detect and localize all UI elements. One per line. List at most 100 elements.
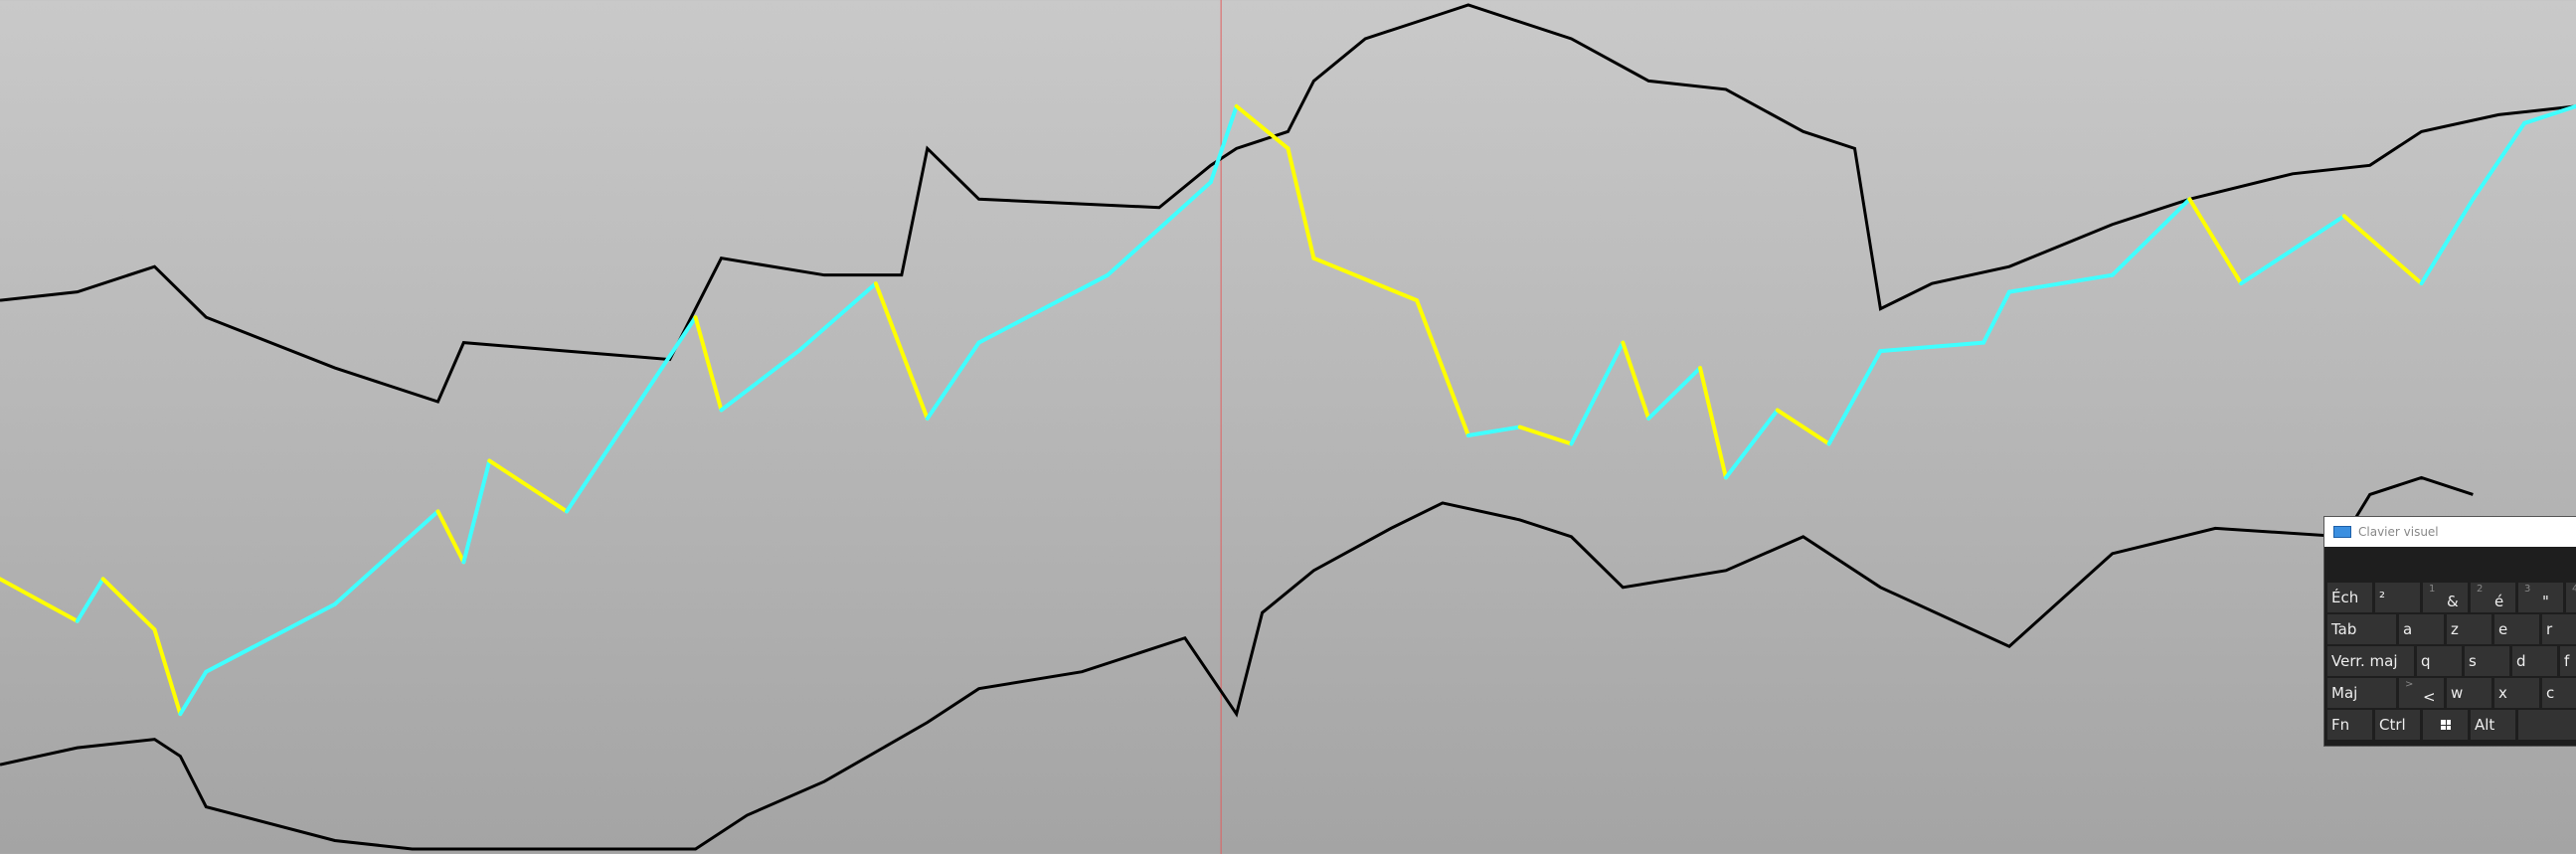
key-Éch[interactable]: Éch	[2327, 583, 2372, 612]
key-label: "	[2542, 593, 2549, 610]
series-segment-1	[204, 601, 337, 674]
key-a[interactable]: a	[2399, 614, 2444, 644]
series-segment-1	[719, 349, 801, 413]
series-segment-1	[2006, 272, 2115, 294]
series-segment-1	[178, 669, 209, 717]
key-label: Éch	[2331, 589, 2359, 606]
series-segment-1	[925, 340, 981, 422]
series-segment-1	[2239, 214, 2346, 286]
series-segment-1	[1286, 146, 1316, 260]
series-segment-1	[1208, 103, 1239, 185]
key-label: a	[2403, 620, 2413, 638]
key-label: x	[2498, 684, 2507, 702]
key-&[interactable]: 1 &	[2423, 583, 2468, 612]
series-segment-1	[1698, 366, 1728, 480]
key-q[interactable]: q	[2417, 646, 2462, 676]
key-s[interactable]: s	[2465, 646, 2509, 676]
series-segment-1	[2419, 197, 2476, 286]
key-label: q	[2421, 652, 2431, 670]
series-segment-1	[2110, 197, 2192, 277]
key-z[interactable]: z	[2447, 614, 2491, 644]
series-segment-1	[1775, 408, 1831, 446]
series-segment-1	[976, 272, 1111, 345]
series-segment-1	[0, 577, 80, 623]
key-secondary-label: 1	[2429, 584, 2436, 595]
series-segment-1	[1517, 425, 1574, 446]
key-label: Ctrl	[2379, 716, 2406, 734]
on-screen-keyboard-window[interactable]: Clavier visuel Éch ² 1 & 2 é 3 " 4 Tab a z e r Verr. m…	[2323, 516, 2576, 747]
series-segment-1	[873, 281, 930, 422]
key-windows-icon[interactable]	[2423, 710, 2468, 740]
keyboard-titlebar[interactable]: Clavier visuel	[2324, 517, 2576, 547]
key-Alt[interactable]: Alt	[2471, 710, 2515, 740]
series-line-2	[0, 475, 2474, 851]
key-label: s	[2469, 652, 2477, 670]
series-segment-1	[565, 315, 698, 514]
series-segment-1	[2471, 120, 2527, 202]
key-label: Fn	[2331, 716, 2350, 734]
key-label: ²	[2379, 589, 2386, 606]
key-label: e	[2498, 620, 2508, 638]
key-r[interactable]: r	[2542, 614, 2576, 644]
key-w[interactable]: w	[2447, 678, 2491, 708]
key-secondary-label: 3	[2524, 584, 2531, 595]
key-label: Maj	[2331, 684, 2358, 702]
series-segment-1	[1234, 103, 1290, 151]
series-segment-1	[796, 281, 878, 354]
series-segment-1	[100, 577, 157, 632]
series-segment-1	[487, 458, 570, 514]
key-e[interactable]: e	[2494, 614, 2539, 644]
key-Verr. maj[interactable]: Verr. maj	[2327, 646, 2414, 676]
key-label: Tab	[2331, 620, 2357, 638]
series-segment-1	[1621, 340, 1651, 422]
key-label: d	[2516, 652, 2526, 670]
series-segment-1	[152, 627, 183, 717]
key-label: <	[2423, 688, 2436, 706]
key-Ctrl[interactable]: Ctrl	[2375, 710, 2420, 740]
key-label: c	[2546, 684, 2555, 702]
series-segment-1	[693, 315, 724, 413]
series-segment-1	[1465, 425, 1522, 437]
key-c[interactable]: c	[2542, 678, 2576, 708]
key-label: &	[2447, 593, 2459, 610]
series-segment-1	[332, 509, 440, 606]
key-label: Alt	[2475, 716, 2495, 734]
key-"[interactable]: 3 "	[2518, 583, 2563, 612]
series-segment-1	[2522, 103, 2576, 125]
key-secondary-label: 2	[2477, 584, 2484, 595]
key-blank[interactable]	[2518, 710, 2576, 740]
series-segment-1	[75, 577, 105, 623]
key-x[interactable]: x	[2494, 678, 2539, 708]
key-label: w	[2451, 684, 2464, 702]
keyboard-icon	[2333, 526, 2351, 538]
series-segment-1	[461, 458, 492, 565]
key-label: r	[2546, 620, 2553, 638]
key-label: f	[2564, 652, 2570, 670]
key-secondary-label: 4	[2572, 584, 2576, 595]
series-segment-1	[1878, 340, 1986, 354]
key-Fn[interactable]: Fn	[2327, 710, 2372, 740]
series-segment-1	[1415, 298, 1470, 437]
key-<[interactable]: > <	[2399, 678, 2444, 708]
series-segment-1	[1723, 408, 1780, 480]
key-f[interactable]: f	[2560, 646, 2576, 676]
key-blank[interactable]: 4	[2566, 583, 2576, 612]
key-d[interactable]: d	[2512, 646, 2557, 676]
series-segment-1	[1569, 340, 1626, 446]
keyboard-title: Clavier visuel	[2358, 525, 2439, 539]
key-Tab[interactable]: Tab	[2327, 614, 2396, 644]
key-Maj[interactable]: Maj	[2327, 678, 2396, 708]
key-label: Verr. maj	[2331, 652, 2398, 670]
key-²[interactable]: ²	[2375, 583, 2420, 612]
series-segment-1	[1981, 289, 2011, 345]
key-secondary-label: >	[2405, 679, 2414, 690]
key-label: é	[2494, 593, 2504, 610]
series-segment-1	[1646, 366, 1703, 422]
series-line-0	[0, 3, 2576, 404]
series-segment-1	[2187, 197, 2244, 286]
series-segment-1	[1311, 256, 1420, 303]
series-segment-1	[1106, 180, 1213, 277]
series-segment-1	[1826, 349, 1883, 446]
